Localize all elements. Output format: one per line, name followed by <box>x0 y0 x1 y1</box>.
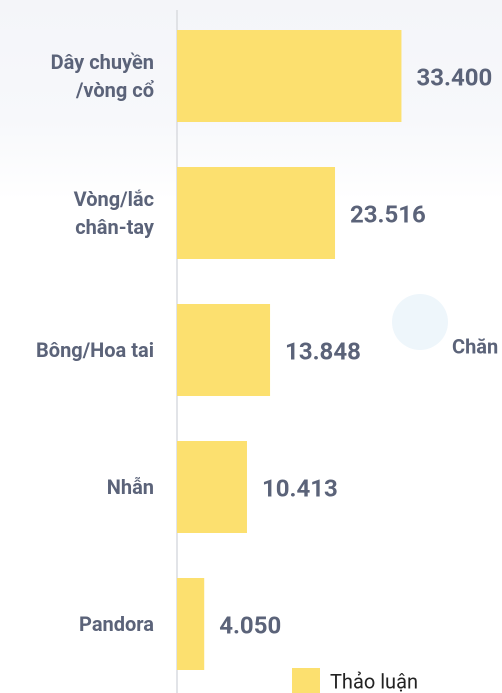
y-tick-label: Dây chuyền /vòng cổ <box>50 50 154 102</box>
bar <box>177 578 205 670</box>
legend-swatch <box>292 668 320 693</box>
legend-label: Thảo luận <box>330 669 418 693</box>
y-tick-label: Nhẫn <box>106 475 154 499</box>
bar <box>177 304 271 396</box>
value-label: 10.413 <box>262 474 338 502</box>
watermark-circle <box>392 294 448 350</box>
bar <box>177 441 247 533</box>
value-label: 4.050 <box>219 611 281 639</box>
value-label: 13.848 <box>285 337 361 365</box>
bar <box>177 30 402 122</box>
bar <box>177 167 336 259</box>
watermark-text: Chăn <box>452 334 498 358</box>
y-tick-label: Bông/Hoa tai <box>36 338 154 362</box>
value-label: 23.516 <box>350 200 426 228</box>
y-tick-label: Pandora <box>79 612 154 636</box>
value-label: 33.400 <box>416 63 492 91</box>
y-tick-label: Vòng/lắc chân-tay <box>73 187 154 239</box>
